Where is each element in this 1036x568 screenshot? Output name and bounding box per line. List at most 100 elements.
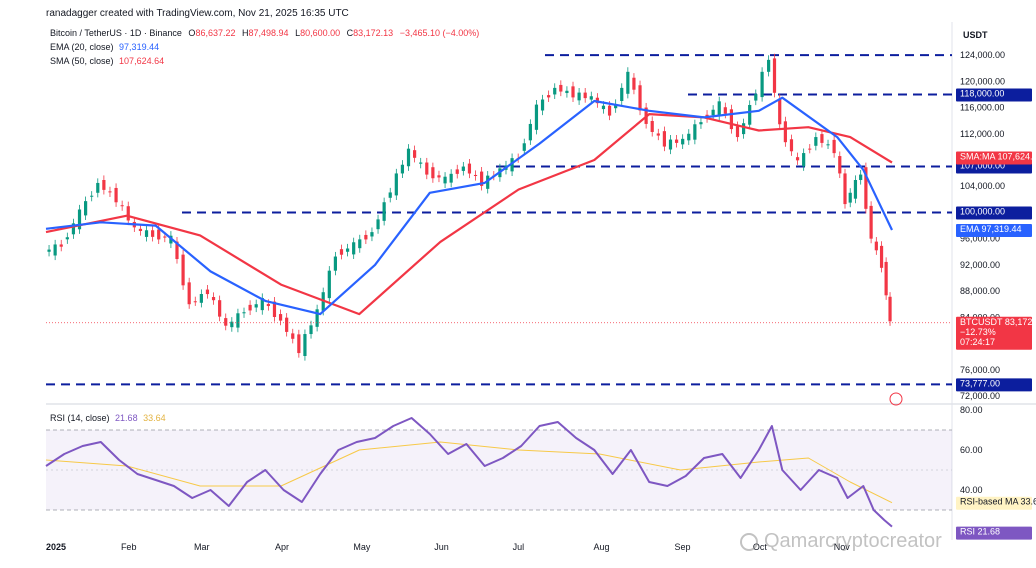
close-value: 83,172.13 xyxy=(353,28,394,38)
candle-body xyxy=(699,122,703,125)
price-tick-6: 92,000.00 xyxy=(960,260,1000,270)
time-tick-3: Apr xyxy=(275,542,289,552)
candle-body xyxy=(626,71,630,94)
candle-body xyxy=(59,244,63,247)
candle-body xyxy=(802,153,806,167)
candle-body xyxy=(345,248,350,252)
candle-body xyxy=(687,133,691,141)
candle-body xyxy=(577,92,581,101)
candle-body xyxy=(522,143,526,151)
candle-body xyxy=(266,303,270,307)
rsi-ma-legend-value: 33.64 xyxy=(143,413,166,423)
level-tag-4-bg xyxy=(956,378,1032,392)
sma-legend-row[interactable]: SMA (50, close) 107,624.64 xyxy=(50,54,479,68)
candle-body xyxy=(230,321,234,328)
candle-body xyxy=(571,86,575,98)
candle-body xyxy=(272,301,277,318)
price-tag-text-2: 07:24:17 xyxy=(960,337,995,347)
watermark-icon xyxy=(740,532,758,551)
candle-body xyxy=(884,261,888,296)
candle-body xyxy=(888,296,892,322)
candle-body xyxy=(540,99,545,111)
candle-body xyxy=(723,107,727,114)
candle-body xyxy=(71,223,76,235)
candle-body xyxy=(254,304,258,308)
candle-body xyxy=(406,148,411,167)
candle-body xyxy=(236,313,240,328)
rsi-legend-row[interactable]: RSI (14, close) 21.68 33.64 xyxy=(50,413,166,423)
price-tick-9: 76,000.00 xyxy=(960,365,1000,375)
candle-body xyxy=(754,94,758,101)
rsi-tag-bg xyxy=(956,526,1032,540)
candle-body xyxy=(181,254,185,286)
candle-body xyxy=(224,318,228,326)
candle-body xyxy=(120,205,124,207)
sma-50-line xyxy=(45,112,893,316)
candle-body xyxy=(565,90,569,94)
rsi-tick-2: 40.00 xyxy=(960,485,983,495)
candle-body xyxy=(163,236,167,238)
candle-body xyxy=(285,317,289,332)
candle-body xyxy=(473,174,478,177)
rsi-ma-line xyxy=(45,441,893,504)
candle-body xyxy=(534,104,539,130)
candle-body xyxy=(278,314,283,321)
price-tick-1: 120,000.00 xyxy=(960,76,1005,86)
candle-body xyxy=(382,202,386,221)
candle-body xyxy=(144,230,149,237)
time-tick-4: May xyxy=(353,542,371,552)
main-legend: Bitcoin / TetherUS · 1D · Binance O86,63… xyxy=(50,26,479,68)
time-tick-0: 2025 xyxy=(46,542,66,552)
rsi-legend-value: 21.68 xyxy=(115,413,138,423)
candle-body xyxy=(778,98,782,125)
candle-body xyxy=(681,138,685,145)
candle-body xyxy=(96,182,100,193)
candle-body xyxy=(783,121,787,143)
candle-body xyxy=(205,289,210,295)
price-tick-7: 88,000.00 xyxy=(960,286,1000,296)
ema-20-line xyxy=(45,96,893,316)
candle-body xyxy=(108,191,112,193)
level-tag-1-bg xyxy=(956,88,1032,102)
price-tick-3: 112,000.00 xyxy=(960,129,1004,139)
change-value: −3,465.10 (−4.00%) xyxy=(399,28,480,38)
chart-creator-credit: ranadagger created with TradingView.com,… xyxy=(46,8,349,19)
low-key: L xyxy=(295,28,301,38)
candle-body xyxy=(461,166,465,171)
candle-body xyxy=(632,77,636,90)
candle-body xyxy=(260,297,264,311)
candle-body xyxy=(528,123,532,141)
sma-legend-value: 107,624.64 xyxy=(119,56,165,66)
rsi-tick-1: 60.00 xyxy=(960,445,983,455)
currency-label[interactable]: USDT xyxy=(963,30,988,40)
ema-legend-row[interactable]: EMA (20, close) 97,319.44 xyxy=(50,40,479,54)
open-key: O xyxy=(188,28,196,38)
candle-body xyxy=(455,169,459,174)
alert-lightning-icon xyxy=(889,392,903,406)
candle-body xyxy=(443,176,447,184)
candle-body xyxy=(795,157,800,161)
candle-body xyxy=(638,85,642,111)
candle-body xyxy=(437,175,441,178)
symbol-title[interactable]: Bitcoin / TetherUS · 1D · Binance xyxy=(50,28,182,38)
candle-body xyxy=(843,173,847,205)
candle-body xyxy=(510,158,514,172)
candle-body xyxy=(607,105,612,116)
candle-body xyxy=(193,301,197,303)
level-tag-3-text-0: 100,000.00 xyxy=(960,206,1005,216)
close-key: C xyxy=(346,28,354,38)
candle-body xyxy=(650,120,654,132)
level-tag-2-text-0: 107,000.00 xyxy=(960,161,1005,171)
price-tick-5: 96,000.00 xyxy=(960,234,1000,244)
candle-body xyxy=(53,244,57,256)
candle-body xyxy=(358,239,362,249)
candle-body xyxy=(656,133,660,136)
rsi-line xyxy=(45,417,893,528)
candle-body xyxy=(879,245,884,268)
candle-body xyxy=(218,300,222,317)
candle-body xyxy=(425,162,429,175)
rsi-legend-label: RSI (14, close) xyxy=(50,413,110,423)
candle-body xyxy=(869,205,873,239)
time-tick-1: Feb xyxy=(121,542,137,552)
